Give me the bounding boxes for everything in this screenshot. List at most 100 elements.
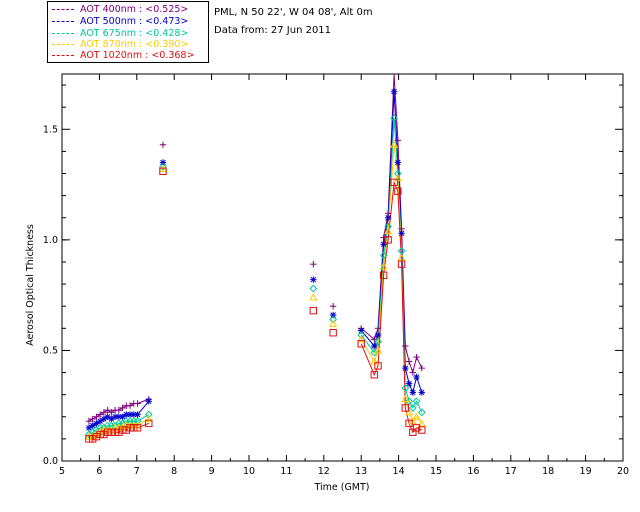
y-tick-label: 1.0 xyxy=(43,235,58,246)
x-tick-label: 8 xyxy=(171,466,177,477)
data-point xyxy=(111,428,119,436)
data-point xyxy=(93,413,100,420)
data-point xyxy=(357,331,366,339)
data-point xyxy=(390,140,399,148)
data-point xyxy=(417,408,426,417)
data-point xyxy=(126,402,134,409)
data-point xyxy=(115,428,123,436)
y-tick-label: 0.0 xyxy=(43,456,58,467)
data-point xyxy=(118,426,127,434)
data-point xyxy=(133,421,142,429)
x-axis-label: Time (GMT) xyxy=(313,482,369,493)
data-point xyxy=(134,400,141,407)
series-lines xyxy=(88,73,423,440)
data-point xyxy=(158,164,168,173)
data-point xyxy=(100,430,108,439)
data-point xyxy=(412,412,421,420)
data-point xyxy=(405,358,413,365)
legend-swatch-675nm xyxy=(52,32,74,35)
data-point xyxy=(357,335,366,343)
data-point xyxy=(357,340,365,348)
data-point xyxy=(394,187,402,195)
data-point xyxy=(401,384,410,392)
data-point xyxy=(329,303,337,310)
x-tick-label: 11 xyxy=(280,466,292,477)
legend-entry-675nm: AOT 675nm : <0.428> xyxy=(52,28,188,39)
data-point xyxy=(418,364,425,372)
data-point xyxy=(405,408,414,416)
data-point xyxy=(89,415,96,423)
x-tick-label: 17 xyxy=(505,466,517,477)
legend-label-400nm: AOT 400nm : <0.525> xyxy=(80,4,189,15)
data-point xyxy=(394,159,402,166)
x-tick-label: 13 xyxy=(355,466,367,477)
data-point xyxy=(390,88,398,95)
series-points xyxy=(84,88,426,443)
data-point xyxy=(393,173,402,181)
data-point xyxy=(390,178,398,187)
data-point xyxy=(380,241,387,248)
data-date: Data from: 27 Jun 2011 xyxy=(214,25,332,36)
plot-frame xyxy=(61,73,624,462)
data-point xyxy=(100,409,108,416)
data-point xyxy=(384,236,392,244)
data-point xyxy=(374,331,382,339)
data-point xyxy=(393,169,402,178)
x-tick-label: 10 xyxy=(243,466,255,477)
legend-swatch-400nm xyxy=(52,8,74,11)
data-point xyxy=(85,417,93,425)
legend-entry-500nm: AOT 500nm : <0.473> xyxy=(52,16,188,27)
data-point xyxy=(405,397,413,406)
data-point xyxy=(309,284,318,293)
data-point xyxy=(408,404,417,412)
data-point xyxy=(373,346,383,354)
data-point xyxy=(144,414,153,423)
data-point xyxy=(417,419,426,427)
data-point xyxy=(398,230,405,237)
data-point xyxy=(159,167,167,176)
legend-label-1020nm: AOT 1020nm : <0.368> xyxy=(80,50,195,61)
data-point xyxy=(394,137,402,144)
data-point xyxy=(134,411,141,418)
data-point xyxy=(96,428,105,436)
legend-swatch-500nm xyxy=(52,20,74,23)
data-point xyxy=(118,423,127,431)
site-location: PML, N 50 22', W 04 08', Alt 0m xyxy=(214,7,373,18)
x-tick-label: 9 xyxy=(209,466,215,477)
data-point xyxy=(115,406,123,414)
data-point xyxy=(409,369,417,376)
data-point xyxy=(374,362,382,370)
data-point xyxy=(88,435,97,443)
data-point xyxy=(418,426,426,434)
data-point xyxy=(370,371,378,379)
x-tick-label: 6 xyxy=(96,466,102,477)
data-point xyxy=(144,410,153,419)
data-point xyxy=(413,373,420,381)
legend-entry-870nm: AOT 870nm : <0.390> xyxy=(52,39,188,50)
x-tick-label: 12 xyxy=(318,466,330,477)
data-point xyxy=(310,276,317,283)
data-point xyxy=(374,337,382,346)
data-point xyxy=(92,432,101,441)
data-point xyxy=(96,411,104,418)
data-point xyxy=(379,251,388,260)
data-point xyxy=(309,306,318,315)
x-tick-label: 5 xyxy=(59,466,65,477)
data-point xyxy=(408,416,417,425)
legend-label-870nm: AOT 870nm : <0.390> xyxy=(80,39,189,50)
data-point xyxy=(107,428,116,436)
data-point xyxy=(133,424,142,432)
data-point xyxy=(145,419,153,428)
data-point xyxy=(418,389,425,396)
data-point xyxy=(409,428,417,436)
legend-entry-400nm: AOT 400nm : <0.525> xyxy=(52,4,188,15)
x-tick-label: 7 xyxy=(134,466,140,477)
legend: AOT 400nm : <0.525> AOT 500nm : <0.473> … xyxy=(47,1,209,63)
data-point xyxy=(397,260,406,268)
data-point xyxy=(380,234,387,241)
data-point xyxy=(159,159,167,166)
series-line-3 xyxy=(360,144,423,424)
data-point xyxy=(329,311,337,319)
x-tick-label: 19 xyxy=(580,466,592,477)
data-point xyxy=(370,357,379,365)
